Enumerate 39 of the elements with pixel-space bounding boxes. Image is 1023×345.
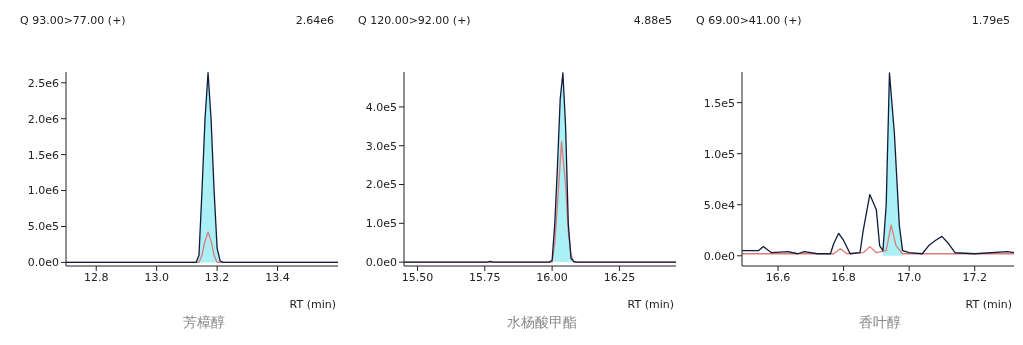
x-tick-label: 13.2	[204, 270, 230, 284]
x-tick-label: 16.6	[765, 270, 791, 284]
text: 水杨酸甲酯	[506, 314, 578, 332]
text: 2.64e6	[295, 14, 334, 27]
y-tick-label: 2.5e6	[27, 76, 59, 90]
y-tick-label: 4.0e5	[365, 100, 397, 114]
y-tick-label: 2.0e6	[27, 112, 59, 126]
y-tick-label: 3.0e5	[365, 139, 397, 153]
x-tick-label: 12.8	[83, 270, 109, 284]
y-tick-label: 0.0e0	[27, 256, 59, 270]
y-tick-label: 1.0e5	[365, 217, 397, 231]
chart-title: Q 93.00>77.00 (+)	[20, 14, 126, 27]
y-tick-label: 0.0e0	[703, 249, 735, 263]
x-tick-label: 17.2	[962, 270, 987, 284]
text: 1.79e5	[971, 14, 1010, 27]
text: 芳樟醇	[182, 314, 226, 332]
x-axis-title: RT (min)	[627, 298, 674, 311]
y-tick-label: 2.0e5	[365, 178, 397, 192]
x-tick-label: 16.8	[831, 270, 856, 284]
y-tick-label: 5.0e5	[27, 220, 59, 234]
x-tick-label: 17.0	[896, 270, 922, 284]
x-tick-label: 16.00	[536, 270, 568, 284]
x-tick-label: 16.25	[603, 270, 636, 284]
x-tick-label: 15.75	[469, 270, 501, 284]
x-tick-label: 15.50	[401, 270, 434, 284]
y-tick-label: 1.0e5	[703, 147, 735, 161]
x-tick-label: 13.0	[144, 270, 169, 284]
chart-title: Q 120.00>92.00 (+)	[358, 14, 471, 27]
chart-title: Q 69.00>41.00 (+)	[696, 14, 802, 27]
text: 4.88e5	[633, 14, 672, 27]
y-tick-label: 0.0e0	[365, 256, 397, 270]
x-tick-label: 13.4	[265, 270, 290, 284]
y-tick-label: 1.5e6	[27, 148, 59, 162]
y-tick-label: 5.0e4	[703, 198, 735, 212]
y-tick-label: 1.0e6	[27, 184, 59, 198]
x-axis-title: RT (min)	[289, 298, 336, 311]
x-axis-title: RT (min)	[965, 298, 1012, 311]
y-tick-label: 1.5e5	[703, 96, 735, 110]
text: 香叶醇	[858, 314, 902, 332]
